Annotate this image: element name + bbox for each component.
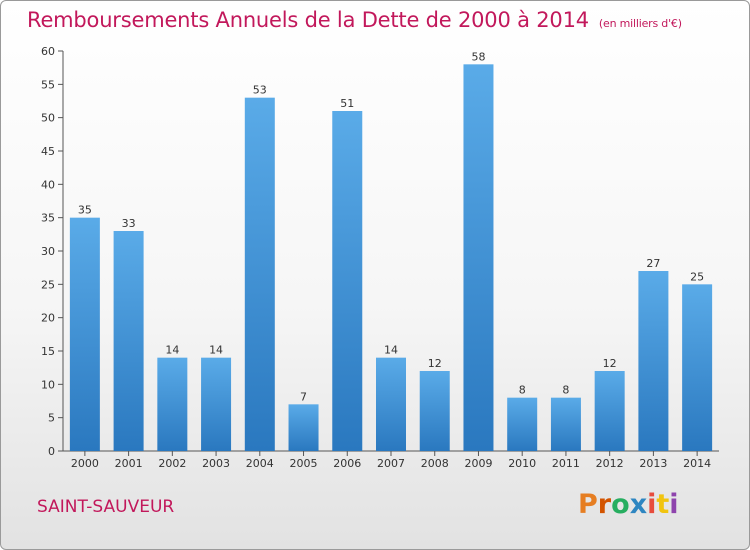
x-tick-label-2006: 2006 (333, 457, 361, 470)
y-tick-label: 50 (41, 112, 55, 125)
bar-2012 (594, 371, 625, 451)
bar-2008 (419, 371, 450, 451)
y-tick-label: 5 (48, 412, 55, 425)
data-label-2009: 58 (471, 50, 485, 63)
logo-letter: r (597, 489, 612, 520)
data-label-2012: 12 (603, 357, 617, 370)
logo-letter: o (611, 489, 630, 520)
x-tick-label-2012: 2012 (596, 457, 624, 470)
y-tick-label: 40 (41, 178, 55, 191)
data-label-2014: 25 (690, 270, 704, 283)
x-tick-label-2011: 2011 (552, 457, 580, 470)
x-tick-label-2003: 2003 (202, 457, 230, 470)
data-label-2010: 8 (519, 384, 526, 397)
logo-letter: P (578, 489, 598, 520)
x-tick-label-2007: 2007 (377, 457, 405, 470)
x-tick-label-2005: 2005 (290, 457, 318, 470)
data-label-2008: 12 (428, 357, 442, 370)
logo-letter: i (647, 489, 657, 520)
y-tick-label: 15 (41, 345, 55, 358)
data-label-2001: 33 (122, 217, 136, 230)
bar-2007 (376, 357, 406, 451)
bar-2004 (244, 97, 275, 452)
y-tick-label: 55 (41, 78, 55, 91)
x-tick-label-2000: 2000 (71, 457, 99, 470)
chart-data-labels: 35 33 14 14 53 7 51 14 12 58 8 8 12 27 25 (78, 50, 704, 403)
logo-letter: i (669, 489, 679, 520)
bar-2014 (682, 284, 713, 451)
x-tick-label-2008: 2008 (421, 457, 449, 470)
data-label-2011: 8 (562, 384, 569, 397)
bar-2002 (157, 357, 188, 451)
chart-title: Remboursements Annuels de la Dette de 20… (27, 8, 682, 32)
bar-2006 (332, 111, 363, 451)
x-tick-label-2002: 2002 (158, 457, 186, 470)
x-tick-label-2001: 2001 (115, 457, 143, 470)
bar-2009 (463, 64, 494, 452)
y-tick-label: 30 (41, 245, 55, 258)
data-label-2002: 14 (165, 344, 179, 357)
chart-title-text: Remboursements Annuels de la Dette de 20… (27, 8, 589, 32)
data-label-2013: 27 (646, 257, 660, 270)
logo-letter: x (629, 489, 648, 520)
proxiti-logo: Proxiti (578, 489, 679, 520)
bar-2011 (550, 397, 581, 451)
bar-2003 (201, 357, 232, 451)
bar-2010 (507, 397, 538, 451)
y-tick-label: 35 (41, 212, 55, 225)
chart-axes: 0 5 10 15 20 25 30 35 40 45 50 55 60 2000 2001 2002 2003… (41, 45, 719, 470)
bar-2005 (288, 404, 319, 451)
y-tick-label: 60 (41, 45, 55, 58)
y-tick-label: 25 (41, 278, 55, 291)
y-tick-label: 20 (41, 312, 55, 325)
commune-name: SAINT-SAUVEUR (37, 497, 175, 517)
y-tick-label: 10 (41, 378, 55, 391)
logo-letter: t (656, 489, 670, 520)
y-tick-label: 45 (41, 145, 55, 158)
x-tick-label-2013: 2013 (639, 457, 667, 470)
x-tick-label-2014: 2014 (683, 457, 711, 470)
x-tick-label-2004: 2004 (246, 457, 274, 470)
x-tick-label-2010: 2010 (508, 457, 536, 470)
chart-subtitle: (en milliers d'€) (598, 17, 682, 30)
data-label-2007: 14 (384, 344, 398, 357)
data-label-2003: 14 (209, 344, 223, 357)
x-tick-label-2009: 2009 (464, 457, 492, 470)
y-tick-label: 0 (48, 445, 55, 458)
bar-2000 (69, 217, 100, 451)
bar-2001 (113, 231, 144, 451)
data-label-2005: 7 (300, 390, 307, 403)
chart-bars (69, 64, 713, 452)
data-label-2006: 51 (340, 97, 354, 110)
data-label-2004: 53 (253, 84, 267, 97)
bar-2013 (638, 271, 669, 451)
data-label-2000: 35 (78, 204, 92, 217)
